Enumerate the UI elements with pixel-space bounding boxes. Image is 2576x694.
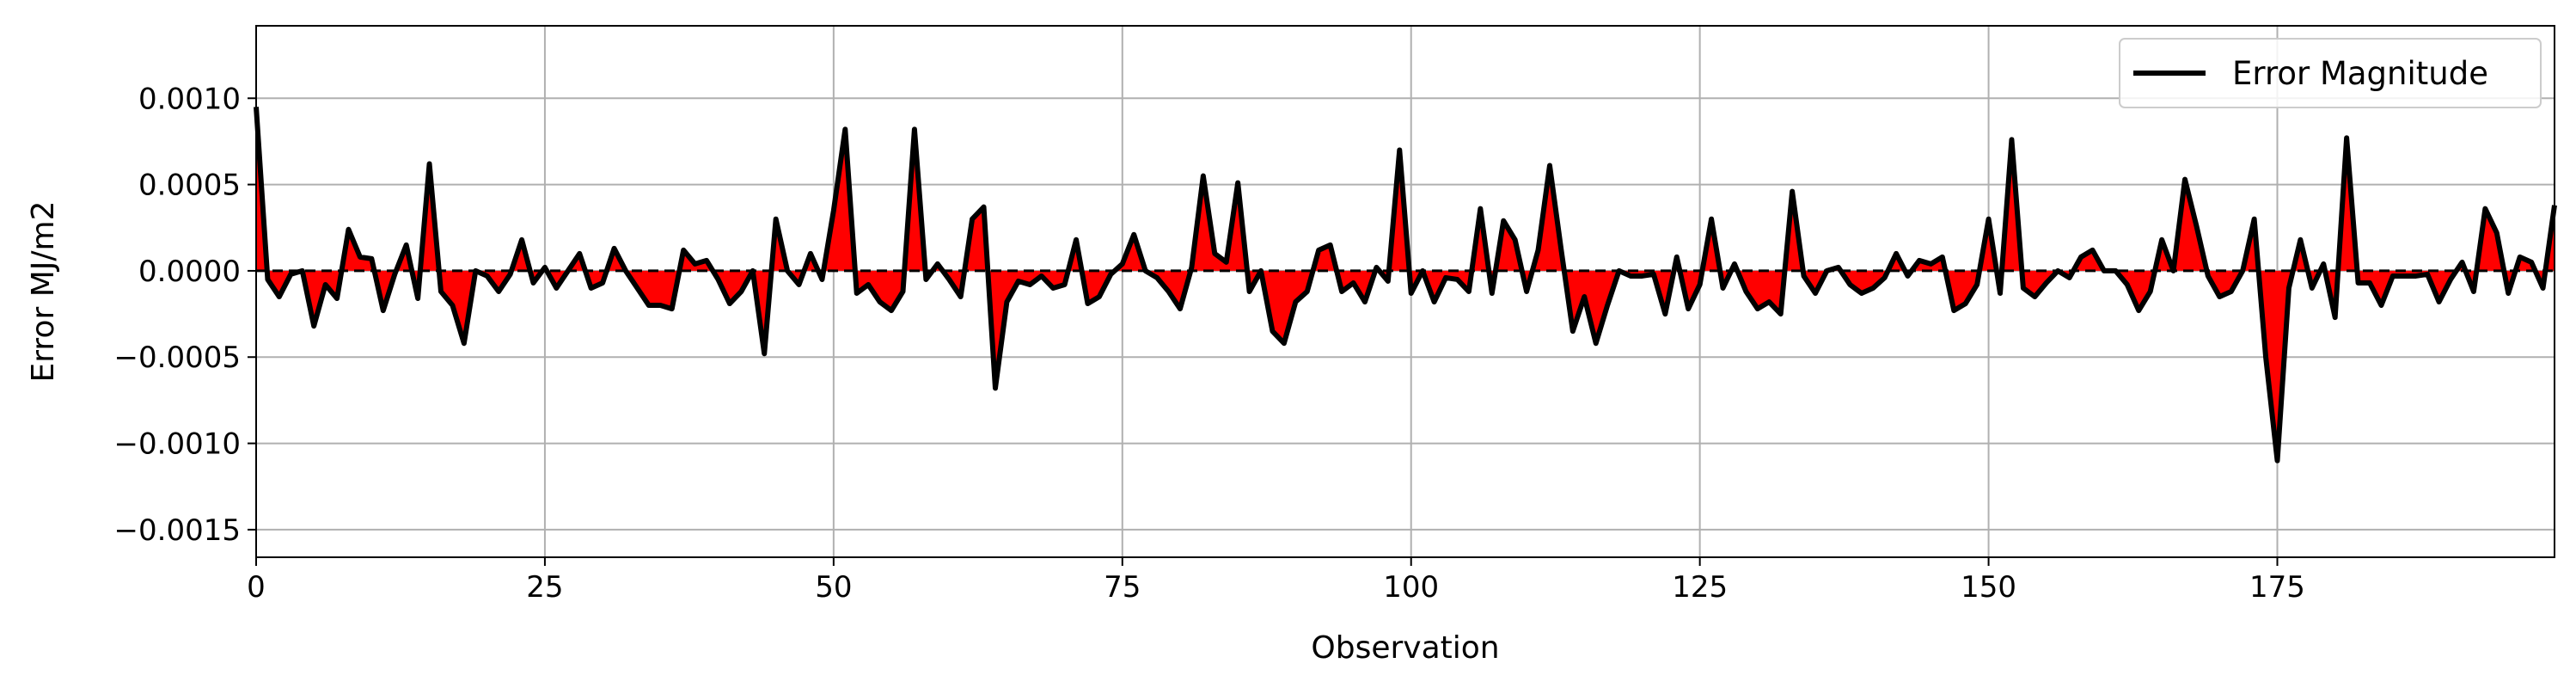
x-tick-label: 150 bbox=[1961, 570, 2016, 605]
y-tick-label: 0.0000 bbox=[138, 255, 241, 289]
y-tick-label: −0.0010 bbox=[114, 427, 241, 462]
x-tick-label: 100 bbox=[1383, 570, 1439, 605]
legend: Error Magnitude bbox=[2119, 38, 2542, 108]
x-tick-label: 175 bbox=[2249, 570, 2305, 605]
x-tick-label: 25 bbox=[526, 570, 563, 605]
legend-box bbox=[2119, 38, 2542, 108]
y-tick-label: −0.0015 bbox=[114, 513, 241, 548]
x-axis-label: Observation bbox=[1311, 630, 1499, 666]
y-tick-label: −0.0005 bbox=[114, 341, 241, 375]
plot-frame bbox=[255, 25, 2555, 558]
x-tick-label: 50 bbox=[815, 570, 852, 605]
error-line-group bbox=[254, 107, 2557, 464]
legend-label: Error Magnitude bbox=[2232, 55, 2488, 92]
x-tick-label: 0 bbox=[247, 570, 266, 605]
x-tick-label: 125 bbox=[1672, 570, 1728, 605]
y-tick-label: 0.0010 bbox=[138, 82, 241, 116]
x-axis-ticks: 0 25 50 75 100 125 150 175 bbox=[247, 557, 2305, 605]
error-magnitude-line bbox=[254, 107, 2557, 464]
y-axis-ticks: 0.0010 0.0005 0.0000 −0.0005 −0.0010 −0.0015 bbox=[114, 82, 256, 548]
y-tick-label: 0.0005 bbox=[138, 169, 241, 203]
x-tick-label: 75 bbox=[1104, 570, 1141, 605]
y-axis-label: Error MJ/m2 bbox=[26, 201, 61, 383]
